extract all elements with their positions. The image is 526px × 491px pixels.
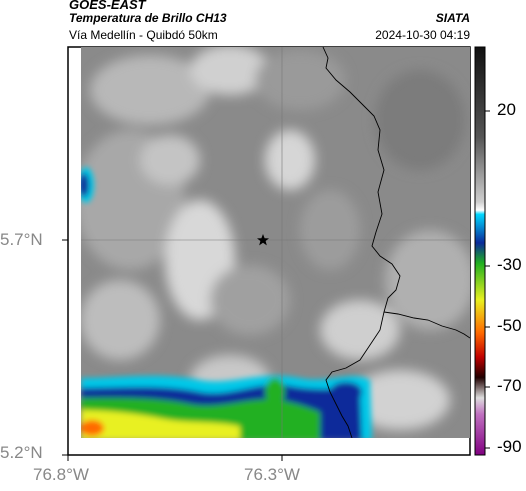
colorbar-tick-label: -50 bbox=[497, 316, 522, 335]
lat-tick-label: 5.7°N bbox=[0, 230, 43, 249]
location-star-icon bbox=[257, 234, 269, 246]
lon-tick-label: 76.3°W bbox=[244, 465, 300, 484]
organization-label: SIATA bbox=[435, 11, 470, 25]
colorbar-tick-label: -90 bbox=[497, 437, 522, 456]
product-title: Temperatura de Brillo CH13 bbox=[69, 11, 227, 25]
colorbar bbox=[474, 46, 486, 456]
timestamp: 2024-10-30 04:19 bbox=[375, 28, 470, 42]
colorbar-tick-label: 20 bbox=[497, 100, 516, 119]
department-border-east bbox=[383, 311, 470, 339]
department-border bbox=[322, 47, 401, 438]
lon-tick-label: 76.8°W bbox=[33, 465, 89, 484]
colorbar-ticks bbox=[485, 110, 490, 449]
brightness-temperature-imagery bbox=[81, 47, 470, 438]
region-label: Vía Medellín - Quibdó 50km bbox=[69, 28, 218, 42]
colorbar-tick-label: -30 bbox=[497, 255, 522, 274]
lat-tick-label: 5.2°N bbox=[0, 443, 43, 462]
satellite-title: GOES-EAST bbox=[69, 0, 146, 12]
colorbar-tick-label: -70 bbox=[497, 376, 522, 395]
